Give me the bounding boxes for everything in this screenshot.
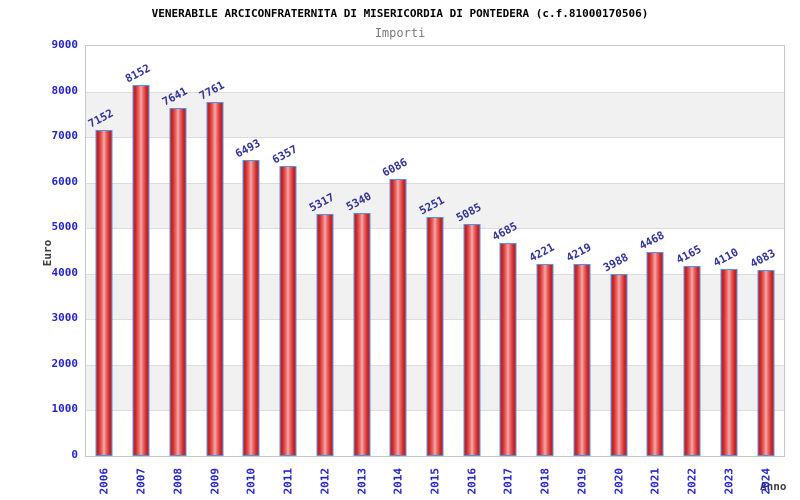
x-tick-label: 2015 bbox=[428, 468, 442, 495]
y-tick-label: 9000 bbox=[51, 38, 79, 51]
x-tick-label: 2017 bbox=[501, 468, 515, 495]
x-tick-label: 2018 bbox=[538, 468, 552, 495]
x-tick-label: 2008 bbox=[171, 468, 185, 495]
bar-slot: 4221 2018 bbox=[527, 46, 564, 495]
bar bbox=[499, 243, 517, 456]
bar bbox=[389, 179, 407, 456]
x-tick-label: 2022 bbox=[685, 468, 699, 495]
y-tick-label: 3000 bbox=[51, 311, 79, 325]
bar-value-label: 6493 bbox=[233, 136, 263, 161]
bar-value-label: 4221 bbox=[527, 240, 557, 265]
x-tick-label: 2009 bbox=[208, 468, 222, 495]
bar-value-label: 5317 bbox=[306, 190, 337, 215]
bar bbox=[720, 269, 738, 456]
bar-slot: 5340 2013 bbox=[343, 46, 380, 495]
bar-slot: 4110 2023 bbox=[710, 46, 748, 495]
bar bbox=[169, 108, 187, 456]
bar-slot: 5317 2012 bbox=[306, 46, 343, 495]
bar-slot: 4219 2019 bbox=[564, 46, 601, 495]
plot-band bbox=[86, 46, 784, 92]
gridline bbox=[86, 91, 784, 93]
bar-value-label: 7152 bbox=[86, 106, 116, 131]
bar-slot: 5251 2015 bbox=[417, 46, 454, 495]
gridline bbox=[86, 137, 784, 139]
x-tick-label: 2021 bbox=[648, 468, 662, 495]
bar-value-label: 7641 bbox=[159, 84, 190, 109]
chart-title: VENERABILE ARCICONFRATERNITA DI MISERICO… bbox=[151, 7, 649, 20]
bar-slot: 7641 2008 bbox=[159, 46, 196, 495]
bar-slot: 6493 2010 bbox=[233, 46, 270, 495]
plot-band bbox=[86, 137, 784, 183]
bar bbox=[95, 130, 113, 456]
x-tick-label: 2013 bbox=[355, 468, 369, 495]
x-tick-label: 2012 bbox=[318, 468, 332, 495]
bar-value-label: 5251 bbox=[417, 193, 447, 218]
bar-value-label: 4165 bbox=[674, 242, 704, 267]
bar-value-label: 3988 bbox=[600, 250, 631, 275]
bar-value-label: 5340 bbox=[343, 189, 374, 214]
bar-value-label: 4219 bbox=[564, 240, 594, 265]
x-tick-label: 2011 bbox=[281, 468, 295, 495]
x-tick-label: 2024 bbox=[759, 468, 773, 495]
x-tick-label: 2014 bbox=[391, 468, 405, 495]
bar bbox=[316, 214, 334, 456]
bar bbox=[683, 266, 701, 456]
bar-slot: 6357 2011 bbox=[270, 46, 307, 495]
x-tick-label: 2016 bbox=[465, 468, 479, 495]
bar bbox=[353, 213, 371, 456]
plot-band bbox=[86, 91, 784, 138]
bar bbox=[463, 224, 481, 456]
bar-value-label: 6086 bbox=[380, 155, 410, 180]
bar bbox=[646, 252, 664, 456]
bar bbox=[757, 270, 775, 456]
bar-slot: 4165 2022 bbox=[674, 46, 711, 495]
x-tick-label: 2007 bbox=[134, 468, 148, 495]
y-tick-label: 5000 bbox=[51, 220, 79, 234]
y-tick-label: 1000 bbox=[51, 402, 79, 416]
bar-slot: 4468 2021 bbox=[637, 46, 674, 495]
bar-value-label: 8152 bbox=[123, 61, 153, 86]
x-axis-title: Anno bbox=[760, 480, 787, 493]
bar-slot: 6086 2014 bbox=[380, 46, 417, 495]
bar bbox=[279, 166, 297, 456]
bar bbox=[573, 264, 591, 456]
bar-value-label: 5085 bbox=[453, 200, 484, 225]
y-tick-label: 4000 bbox=[51, 265, 79, 279]
x-tick-label: 2023 bbox=[722, 468, 736, 495]
bar-value-label: 4110 bbox=[710, 245, 741, 270]
y-axis-ticks: 0 1000 2000 3000 4000 5000 6000 7000 8000 9000 bbox=[0, 38, 79, 461]
bar-slot: 3988 2020 bbox=[600, 46, 637, 495]
bar-slot: 4083 2024 bbox=[747, 46, 784, 495]
plot-area: 7152 2006 8152 2007 7641 2008 7761 2009 6493 2010… bbox=[85, 45, 785, 495]
bar-value-label: 7761 bbox=[196, 78, 227, 103]
bar bbox=[132, 85, 150, 456]
bar bbox=[206, 102, 224, 456]
chart-subtitle: Importi bbox=[374, 26, 426, 40]
x-tick-label: 2010 bbox=[244, 468, 258, 495]
bar bbox=[426, 217, 444, 456]
bar bbox=[536, 264, 554, 456]
y-tick-label: 6000 bbox=[51, 174, 79, 188]
bar bbox=[610, 274, 628, 456]
gridline bbox=[86, 182, 784, 184]
bar-value-label: 4685 bbox=[490, 219, 521, 244]
y-tick-label: 7000 bbox=[51, 129, 79, 143]
bar-slot: 8152 2007 bbox=[123, 46, 160, 495]
y-tick-label: 8000 bbox=[51, 83, 79, 97]
bar-value-label: 6357 bbox=[270, 142, 300, 167]
y-tick-label: 0 bbox=[71, 448, 78, 461]
bar bbox=[242, 160, 260, 456]
y-tick-label: 2000 bbox=[51, 356, 79, 370]
bar-slot: 5085 2016 bbox=[453, 46, 490, 495]
x-tick-label: 2020 bbox=[612, 468, 626, 495]
bar-slot: 7152 2006 bbox=[86, 46, 123, 495]
bar-value-label: 4083 bbox=[747, 246, 778, 271]
bar-slot: 7761 2009 bbox=[196, 46, 233, 495]
x-tick-label: 2019 bbox=[575, 468, 589, 495]
bar-slot: 4685 2017 bbox=[490, 46, 527, 495]
x-tick-label: 2006 bbox=[97, 468, 111, 495]
bar-value-label: 4468 bbox=[637, 228, 667, 253]
